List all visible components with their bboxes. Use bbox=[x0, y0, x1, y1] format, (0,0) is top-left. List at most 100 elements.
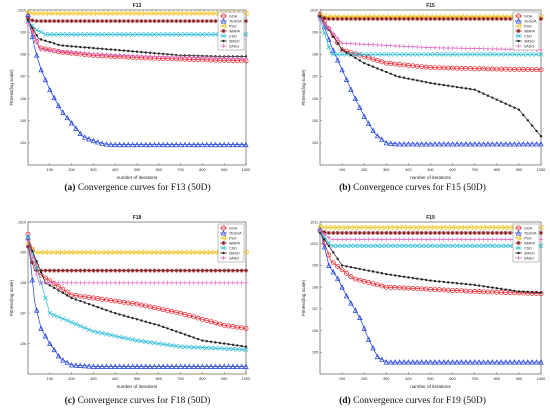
data-point bbox=[48, 284, 51, 287]
data-point bbox=[95, 18, 100, 24]
data-point bbox=[95, 139, 101, 145]
data-point bbox=[222, 56, 227, 61]
data-point bbox=[323, 238, 326, 241]
data-point bbox=[538, 224, 544, 231]
data-point bbox=[467, 51, 473, 57]
data-point bbox=[418, 141, 425, 147]
data-point bbox=[410, 230, 415, 235]
data-point bbox=[182, 280, 188, 285]
y-tick-label: 1010 bbox=[18, 220, 26, 224]
data-point bbox=[178, 344, 183, 349]
caption-a-text: Convergence curves for F13 (50D) bbox=[77, 183, 211, 193]
data-point bbox=[170, 53, 174, 56]
data-point bbox=[68, 361, 75, 368]
data-point bbox=[357, 277, 363, 283]
legend-marker bbox=[515, 230, 522, 236]
data-point bbox=[240, 55, 243, 58]
data-point bbox=[437, 237, 442, 242]
caption-b-text: Convergence curves for F15 (50D) bbox=[353, 183, 486, 193]
data-point bbox=[326, 26, 331, 31]
data-point bbox=[450, 237, 455, 242]
legend-label: GOA bbox=[524, 14, 533, 18]
data-point bbox=[441, 16, 446, 21]
data-point bbox=[109, 48, 113, 51]
data-point bbox=[73, 18, 79, 24]
data-point bbox=[130, 53, 135, 58]
data-point bbox=[388, 243, 394, 249]
data-point bbox=[326, 235, 331, 240]
data-point bbox=[139, 18, 144, 24]
data-point bbox=[370, 51, 376, 57]
data-point bbox=[420, 80, 423, 83]
data-point bbox=[481, 16, 486, 21]
data-point bbox=[230, 363, 236, 369]
data-point bbox=[345, 51, 348, 54]
data-point bbox=[486, 285, 490, 289]
data-point bbox=[499, 230, 504, 235]
x-tick-label: 300 bbox=[383, 377, 389, 381]
data-point bbox=[238, 363, 245, 369]
data-point bbox=[243, 18, 249, 24]
data-point bbox=[317, 228, 323, 233]
data-point bbox=[410, 359, 416, 365]
data-point bbox=[188, 334, 191, 338]
data-point bbox=[375, 16, 380, 21]
data-point bbox=[213, 268, 218, 273]
x-tick-label: 400 bbox=[112, 168, 118, 172]
data-point bbox=[217, 55, 222, 61]
data-point bbox=[352, 95, 359, 102]
data-point bbox=[217, 363, 223, 369]
data-point bbox=[481, 46, 486, 51]
data-point bbox=[161, 325, 165, 329]
data-point bbox=[25, 231, 31, 237]
data-point bbox=[139, 338, 144, 344]
legend-marker bbox=[515, 235, 521, 241]
data-point bbox=[410, 237, 415, 242]
x-tick-label: 500 bbox=[427, 168, 433, 172]
data-point bbox=[332, 251, 335, 254]
data-point bbox=[90, 137, 97, 144]
data-point bbox=[86, 268, 92, 273]
data-point bbox=[170, 328, 174, 332]
data-point bbox=[99, 363, 105, 369]
data-point bbox=[503, 237, 508, 242]
data-point bbox=[472, 51, 478, 57]
data-point bbox=[423, 16, 429, 21]
data-point bbox=[191, 280, 196, 285]
data-point bbox=[429, 279, 432, 282]
data-point bbox=[212, 363, 219, 369]
data-point bbox=[60, 357, 66, 363]
x-tick-label: 900 bbox=[516, 168, 522, 172]
data-point bbox=[454, 16, 460, 21]
data-point bbox=[472, 230, 477, 235]
data-point bbox=[30, 23, 35, 28]
data-point bbox=[406, 243, 411, 249]
data-point bbox=[357, 104, 363, 110]
data-point bbox=[56, 49, 61, 54]
data-point bbox=[397, 230, 402, 235]
legend-marker bbox=[222, 39, 225, 43]
data-point bbox=[161, 54, 166, 59]
data-point bbox=[191, 141, 197, 148]
data-point bbox=[143, 268, 148, 273]
data-point bbox=[147, 18, 153, 24]
y-tick-label: 104 bbox=[312, 141, 318, 145]
data-point bbox=[182, 18, 188, 24]
data-point bbox=[174, 18, 179, 24]
data-point bbox=[477, 230, 482, 235]
data-point bbox=[169, 54, 174, 59]
chart-title: F15 bbox=[426, 3, 435, 9]
data-point bbox=[454, 243, 460, 249]
plot-area bbox=[27, 221, 247, 375]
data-point bbox=[335, 263, 341, 269]
data-point bbox=[166, 327, 169, 330]
data-point bbox=[199, 363, 206, 369]
data-point bbox=[112, 32, 118, 37]
data-point bbox=[445, 51, 451, 57]
data-point bbox=[362, 42, 367, 47]
caption-a-tag: (a) bbox=[64, 183, 76, 193]
data-point bbox=[517, 290, 521, 293]
data-point bbox=[538, 141, 544, 147]
data-point bbox=[82, 280, 87, 285]
